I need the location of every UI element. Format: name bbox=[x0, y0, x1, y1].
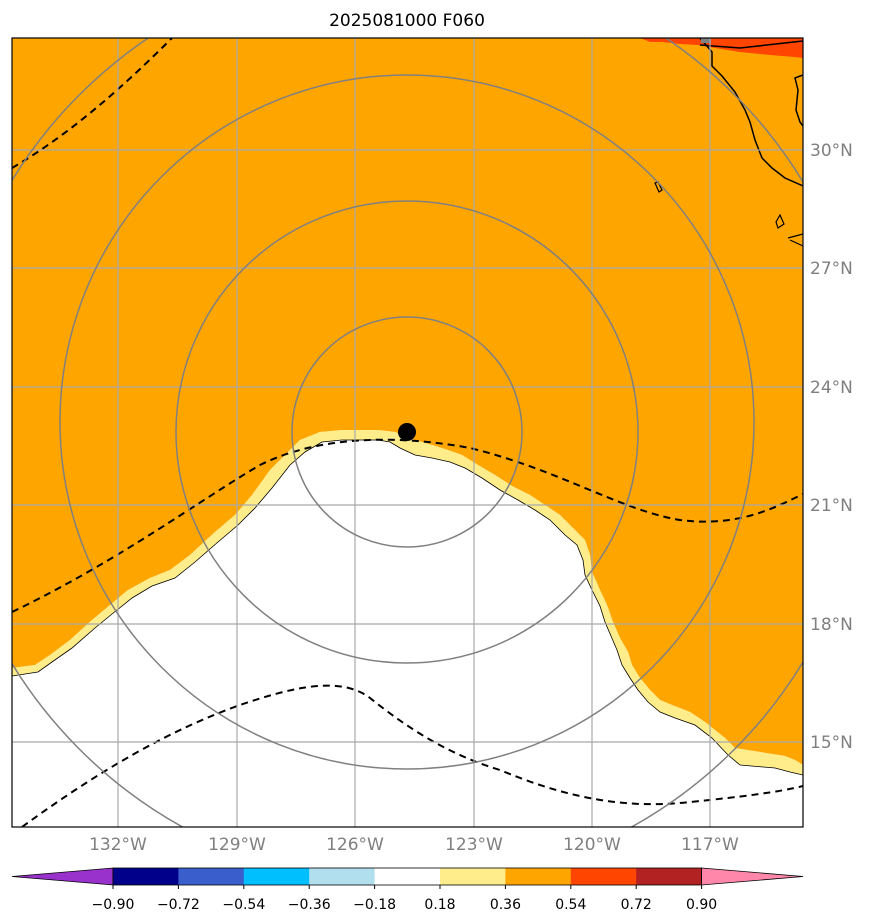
colorbar-tick-label: −0.18 bbox=[353, 897, 396, 913]
storm-center-marker bbox=[398, 423, 416, 441]
colorbar-swatch bbox=[374, 868, 441, 885]
coastline-mainland-top bbox=[699, 40, 803, 49]
gridlines bbox=[12, 38, 803, 827]
shaded-region-orange bbox=[12, 38, 803, 765]
coastline-baja bbox=[699, 38, 803, 187]
colorbar-swatch bbox=[505, 868, 572, 885]
colorbar-tick-label: 0.72 bbox=[621, 897, 652, 913]
shaded-region-red-orange bbox=[640, 38, 803, 58]
lon-label: 129°W bbox=[208, 835, 266, 855]
map-panel bbox=[12, 38, 803, 827]
colorbar-extend-high bbox=[701, 867, 804, 886]
shaded-region-yellow bbox=[12, 430, 803, 775]
colorbar-swatch bbox=[636, 868, 703, 885]
field-boundary-line bbox=[12, 439, 803, 776]
lon-label: 120°W bbox=[563, 835, 621, 855]
lat-label: 21°N bbox=[810, 496, 853, 516]
coastline-east-gulf bbox=[794, 74, 803, 127]
colorbar-swatch bbox=[178, 868, 245, 885]
range-ring-300km bbox=[291, 316, 523, 548]
longitude-labels: 132°W 129°W 126°W 123°W 120°W 117°W bbox=[89, 835, 739, 855]
colorbar-tick-label: −0.90 bbox=[92, 897, 135, 913]
colorbar-tick-label: 0.54 bbox=[555, 897, 586, 913]
lat-label: 24°N bbox=[810, 378, 853, 398]
colorbar-tick-label: 0.36 bbox=[490, 897, 521, 913]
range-rings bbox=[12, 38, 803, 827]
map-title: 2025081000 F060 bbox=[329, 11, 485, 31]
lat-label: 30°N bbox=[810, 141, 853, 161]
lon-label: 123°W bbox=[445, 835, 503, 855]
colorbar-swatch bbox=[113, 868, 179, 885]
colorbar-tick-label: 0.18 bbox=[424, 897, 455, 913]
colorbar-swatch bbox=[440, 868, 506, 885]
colorbar-tick-label: −0.36 bbox=[288, 897, 331, 913]
coastline-cedros bbox=[775, 213, 803, 247]
range-ring-600km bbox=[175, 200, 639, 664]
colorbar-tick-label: −0.72 bbox=[157, 897, 200, 913]
lat-label: 18°N bbox=[810, 615, 853, 635]
lat-label: 15°N bbox=[810, 733, 853, 753]
grey-marker bbox=[701, 38, 711, 43]
lon-label: 117°W bbox=[681, 835, 739, 855]
latitude-labels: 15°N 18°N 21°N 24°N 27°N 30°N bbox=[810, 141, 853, 753]
map-frame bbox=[11, 37, 804, 828]
colorbar-swatch bbox=[570, 868, 637, 885]
lon-label: 132°W bbox=[89, 835, 147, 855]
lat-label: 27°N bbox=[810, 259, 853, 279]
colorbar-tick-label: −0.54 bbox=[222, 897, 265, 913]
colorbar-swatch bbox=[243, 868, 310, 885]
range-ring-900km bbox=[59, 74, 755, 770]
colorbar-extend-low bbox=[11, 867, 114, 886]
colorbar-frame bbox=[112, 867, 702, 886]
lon-label: 126°W bbox=[326, 835, 384, 855]
contour-dashed-middle bbox=[12, 438, 803, 613]
colorbar: −0.90 −0.72 −0.54 −0.36 −0.18 0.18 0.36 0.54 0.7… bbox=[11, 867, 804, 913]
contour-dashed-south bbox=[21, 684, 803, 827]
colorbar-tick-label: 0.90 bbox=[686, 897, 717, 913]
colorbar-swatch bbox=[309, 868, 376, 885]
